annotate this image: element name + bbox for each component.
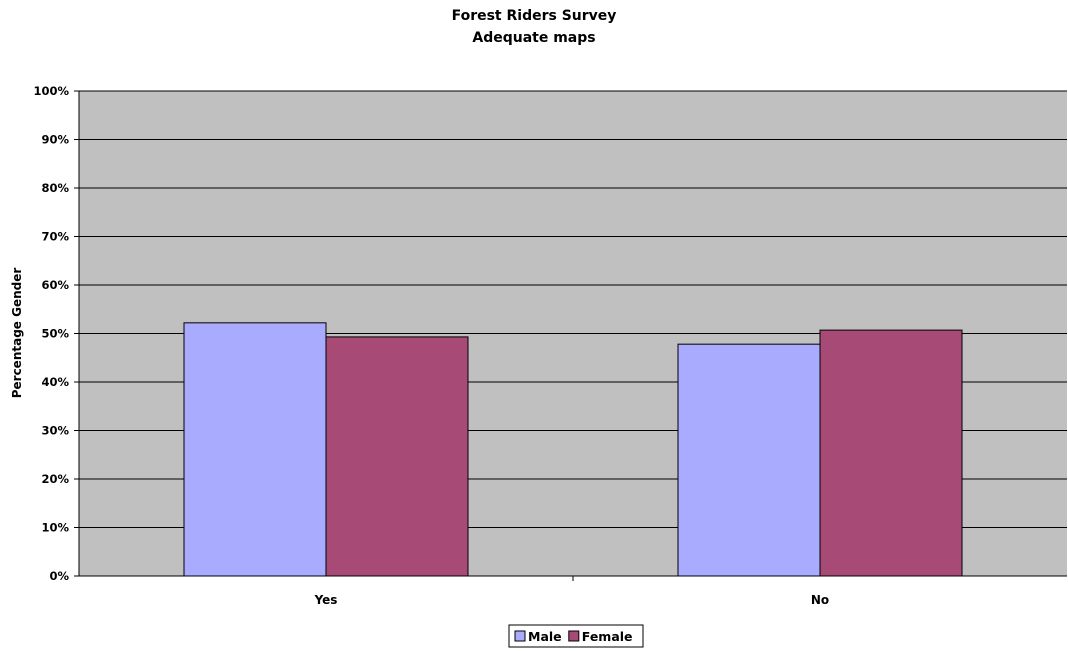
y-tick-label: 50% [41, 327, 69, 341]
y-tick-label: 60% [41, 278, 69, 292]
x-category-label: No [811, 593, 829, 607]
y-axis-title: Percentage Gender [10, 268, 24, 399]
y-tick-label: 10% [41, 521, 69, 535]
y-tick-label: 90% [41, 133, 69, 147]
bar-female-no [819, 329, 963, 577]
y-tick-label: 40% [41, 375, 69, 389]
y-tick-label: 20% [41, 472, 69, 486]
legend-label-female: Female [582, 629, 633, 644]
y-tick-label: 0% [49, 569, 69, 583]
chart-title: Forest Riders Survey [452, 8, 617, 24]
y-tick-label: 80% [41, 181, 69, 195]
legend-swatch-female [568, 630, 580, 642]
x-category-labels: Yes No [314, 593, 830, 607]
legend-swatch-male [514, 630, 526, 642]
axes [74, 90, 1067, 581]
legend-label-male: Male [528, 629, 562, 644]
y-tick-label: 30% [41, 424, 69, 438]
chart-subtitle: Adequate maps [472, 30, 595, 46]
bar-male-yes [183, 322, 327, 577]
bar-male-no [677, 343, 821, 577]
y-tick-label: 100% [33, 84, 69, 98]
y-tick-labels: 0% 10% 20% 30% 40% 50% 60% 70% 80% 90% 100% [33, 84, 69, 583]
legend: Male Female [508, 624, 644, 648]
bar-female-yes [325, 336, 469, 577]
x-category-label: Yes [314, 593, 338, 607]
y-tick-label: 70% [41, 230, 69, 244]
bars [183, 322, 963, 577]
